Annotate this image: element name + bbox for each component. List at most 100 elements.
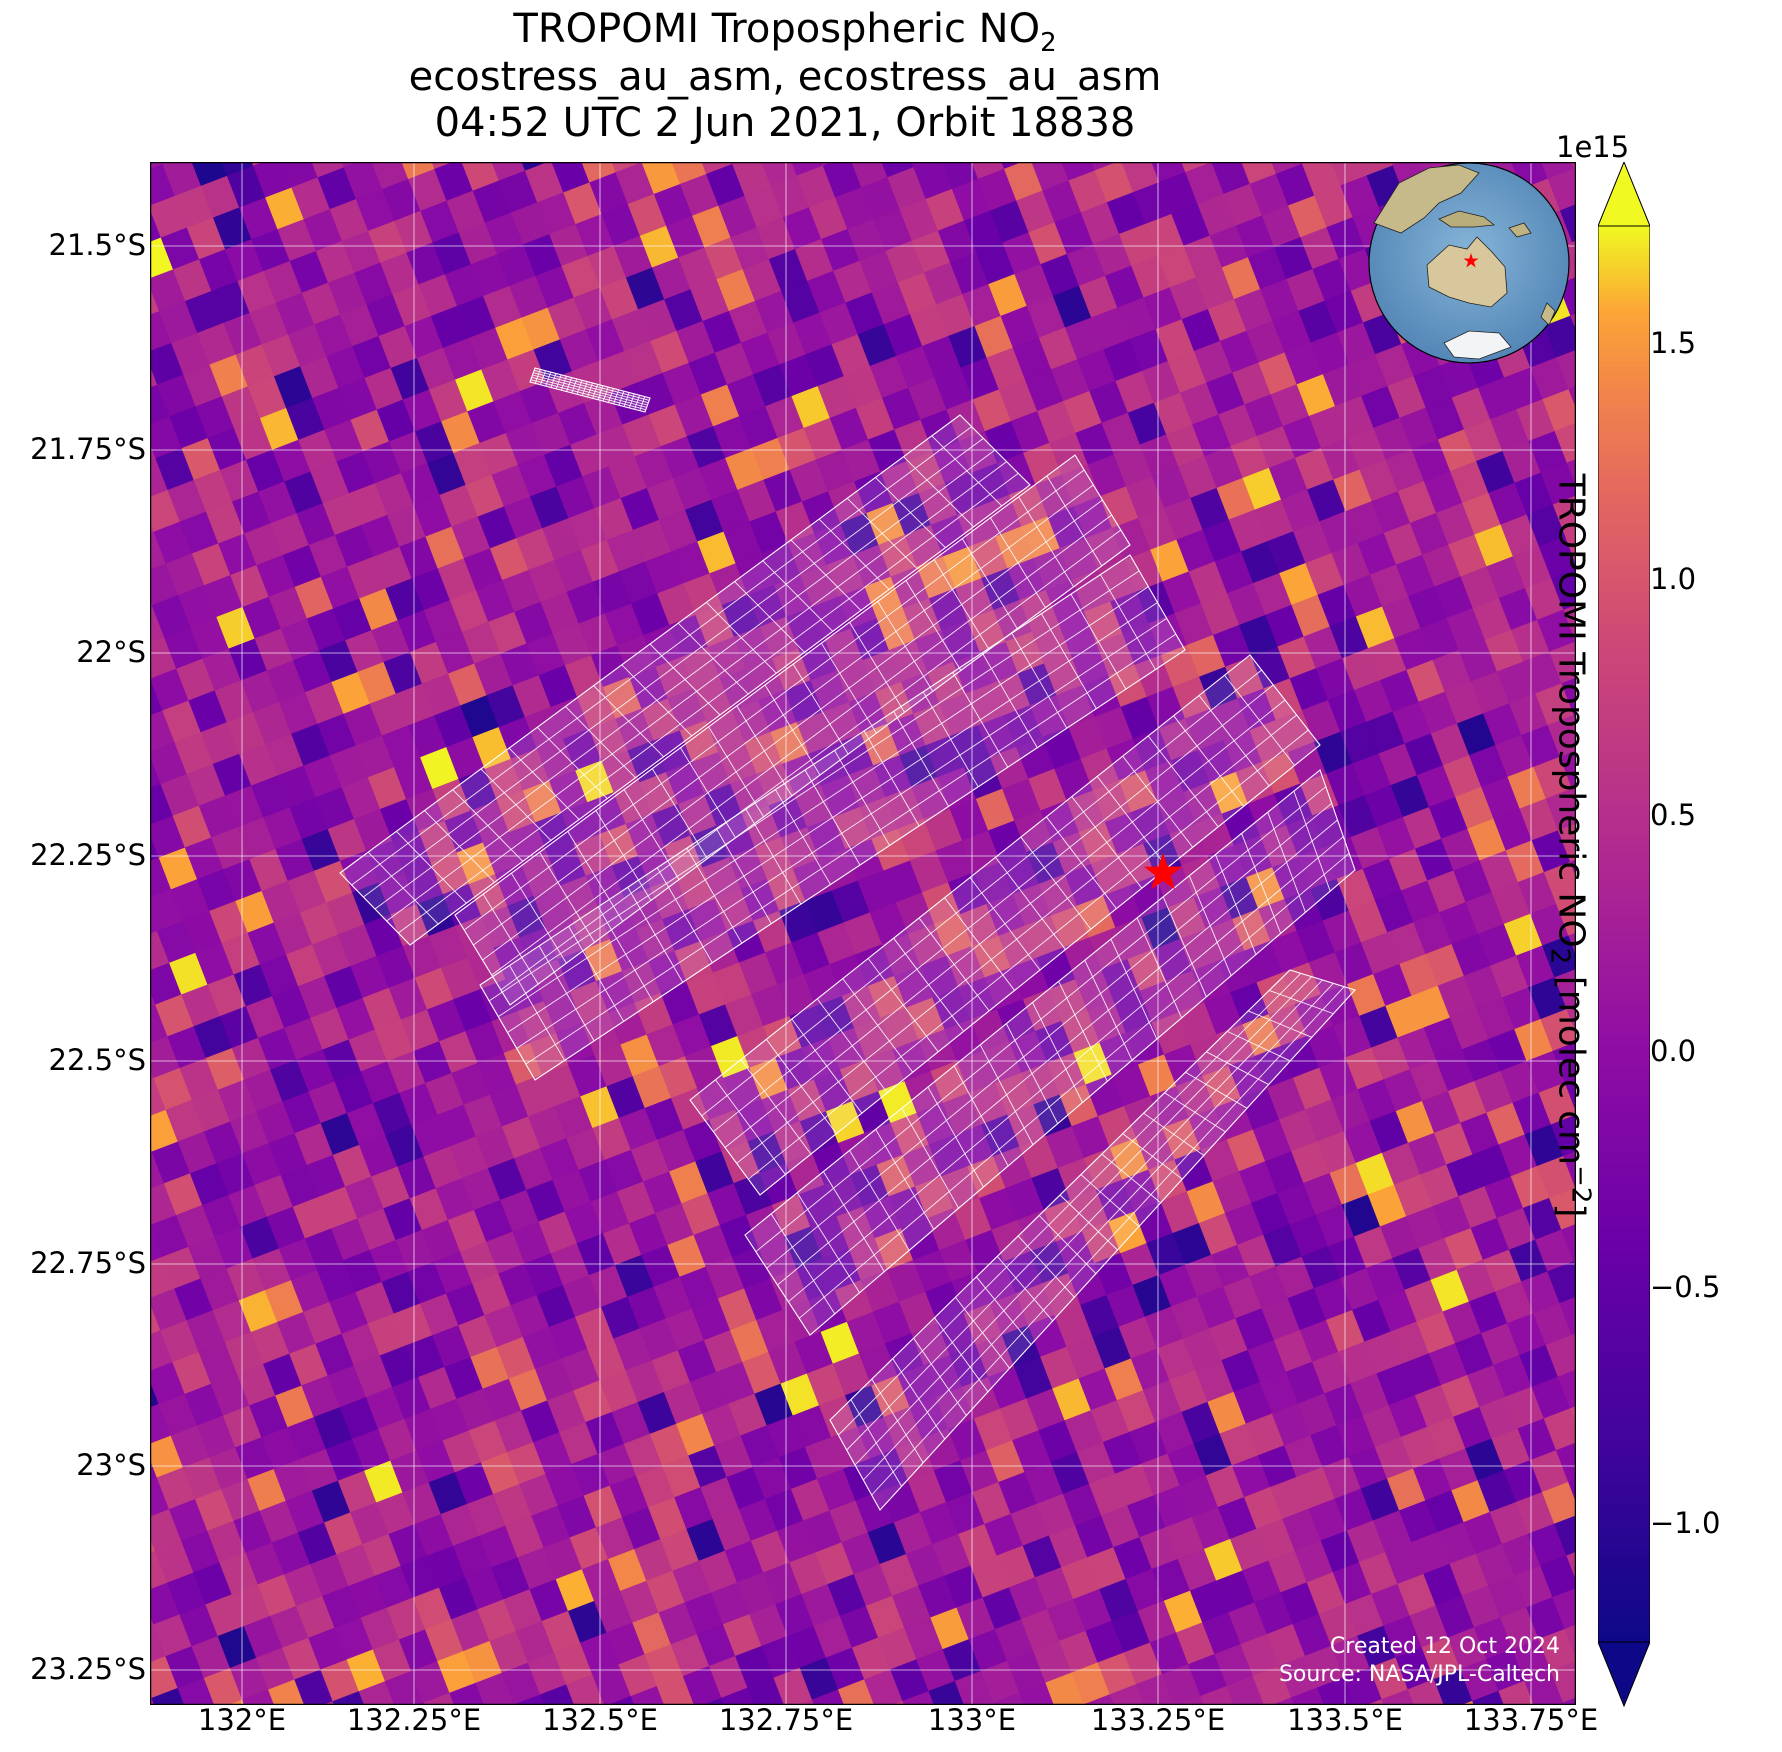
no2-pixel [177,1677,215,1705]
globe-landmass [1508,222,1532,238]
no2-pixel [1109,1684,1145,1705]
globe-landmass [1540,302,1556,326]
footprint-grid-line [473,484,1094,946]
footprint-grid-line [755,786,1327,1253]
no2-pixel [227,1699,245,1705]
no2-pixel [1550,1661,1576,1704]
no2-pixel [1559,750,1576,790]
no2-pixel [747,1677,785,1705]
footprint-grid-line [736,714,1297,1164]
colorbar-tick-label: −1.0 [1650,1506,1721,1540]
lon-tick-label: 132.25°E [346,1703,482,1737]
no2-pixel [993,1692,1025,1705]
source-credit: Source: NASA/JPL-Caltech [1278,1662,1560,1687]
no2-pixel [1543,1408,1576,1451]
no2-pixel [1290,1687,1325,1705]
map-panel[interactable] [150,162,1576,1705]
footprint-grid-line [863,983,1334,1481]
no2-pixel [656,1675,695,1705]
globe-landmass [1438,210,1496,228]
colorbar-exponent: 1e15 [1556,130,1630,164]
footprint-grid-line [525,633,1177,1065]
lat-tick-label: 21.5°S [48,228,146,262]
footprint-grid-line [386,461,1007,922]
no2-pixel [1554,969,1576,1010]
no2-pixel [1547,714,1576,758]
lat-tick-label: 21.75°S [30,432,146,466]
no2-pixel [449,1682,485,1705]
footprint-strip [689,654,1321,1196]
colorbar-label-text: TROPOMI Tropospheric NO [1550,473,1592,948]
footprint-grid-line [363,437,984,898]
title-text: TROPOMI Tropospheric NO [513,6,1041,52]
no2-pixel [268,1679,305,1705]
no2-pixel [1568,386,1576,409]
lat-tick-label: 23.25°S [30,1652,146,1686]
no2-pixel [1552,495,1576,537]
footprint-grid-line [491,514,1112,976]
chart-title-line1: TROPOMI Tropospheric NO2 [180,6,1390,66]
no2-pixel [513,1694,545,1705]
no2-pixel [1381,1689,1415,1705]
footprint-grid-line [498,586,1149,1018]
lat-tick-label: 22°S [76,635,146,669]
no2-pixel [902,1690,935,1705]
lat-tick-label: 22.5°S [48,1043,146,1077]
site-star [1144,853,1182,890]
footprint-grid-line [532,374,648,406]
no2-pixel [1472,1690,1505,1705]
no2-pixel [1559,204,1576,243]
footprint-grid-line [516,617,1167,1049]
colorbar-extend-top [1598,162,1650,227]
footprint-grid-line [533,372,649,404]
no2-pixel [566,1674,605,1705]
footprint-grid-line [798,852,1350,1319]
no2-pixel [1552,1588,1576,1630]
no2-pixel [1556,896,1576,937]
chart-title-line2: ecostress_au_asm, ecostress_au_asm [408,54,1162,100]
no2-pixel [1570,313,1576,331]
no2-pixel [1547,168,1576,211]
no2-pixel [1176,1695,1205,1705]
lon-tick-label: 133.25°E [1090,1703,1226,1737]
no2-pixel [1542,935,1576,978]
no2-pixel [1555,1442,1576,1483]
colorbar-tick-label: 0.5 [1650,798,1697,832]
no2-pixel [1540,1555,1576,1598]
lat-tick-label: 22.25°S [30,838,146,872]
no2-pixel [1545,1334,1576,1378]
footprint-grid-line [777,819,1338,1286]
footprint-grid-line [871,986,1345,1496]
no2-pixel [1563,1151,1576,1189]
no2-pixel [242,1689,275,1705]
colorbar-label-units: [molec cm [1550,964,1592,1166]
no2-pixel [540,1684,575,1705]
colorbar-label-superscript: −2 [1565,1165,1596,1204]
no2-pixel [1498,1680,1535,1705]
colorbar-gradient [1598,225,1650,1643]
globe-landmass [1426,236,1508,308]
footprint-grid-line [500,529,1122,991]
no2-pixel [607,1695,635,1705]
graticule [150,162,1576,1705]
no2-pixel [721,1687,755,1705]
no2-pixel [1552,1041,1576,1084]
no2-pixel [1563,604,1576,643]
map-frame [150,162,1576,1705]
no2-pixel [358,1681,395,1705]
no2-pixel [1200,1685,1235,1705]
colorbar-tick-label: 1.0 [1650,562,1697,596]
colorbar-tick-label: 0.0 [1650,1034,1697,1068]
no2-pixel [1366,1699,1385,1705]
no2-pixel [1549,641,1576,684]
no2-pixel [332,1691,365,1705]
footprint-grid-line [482,499,1103,961]
no2-pixel [1542,389,1576,432]
globe-site-star [1463,253,1479,268]
globe-landmass [1443,330,1512,360]
footprint-grid-line [788,836,1344,1303]
footprint-grid-line [766,802,1332,1269]
footprint-grid-line [534,369,650,401]
no2-pixel-layer [150,162,1576,1705]
site-star-marker [1144,853,1182,890]
